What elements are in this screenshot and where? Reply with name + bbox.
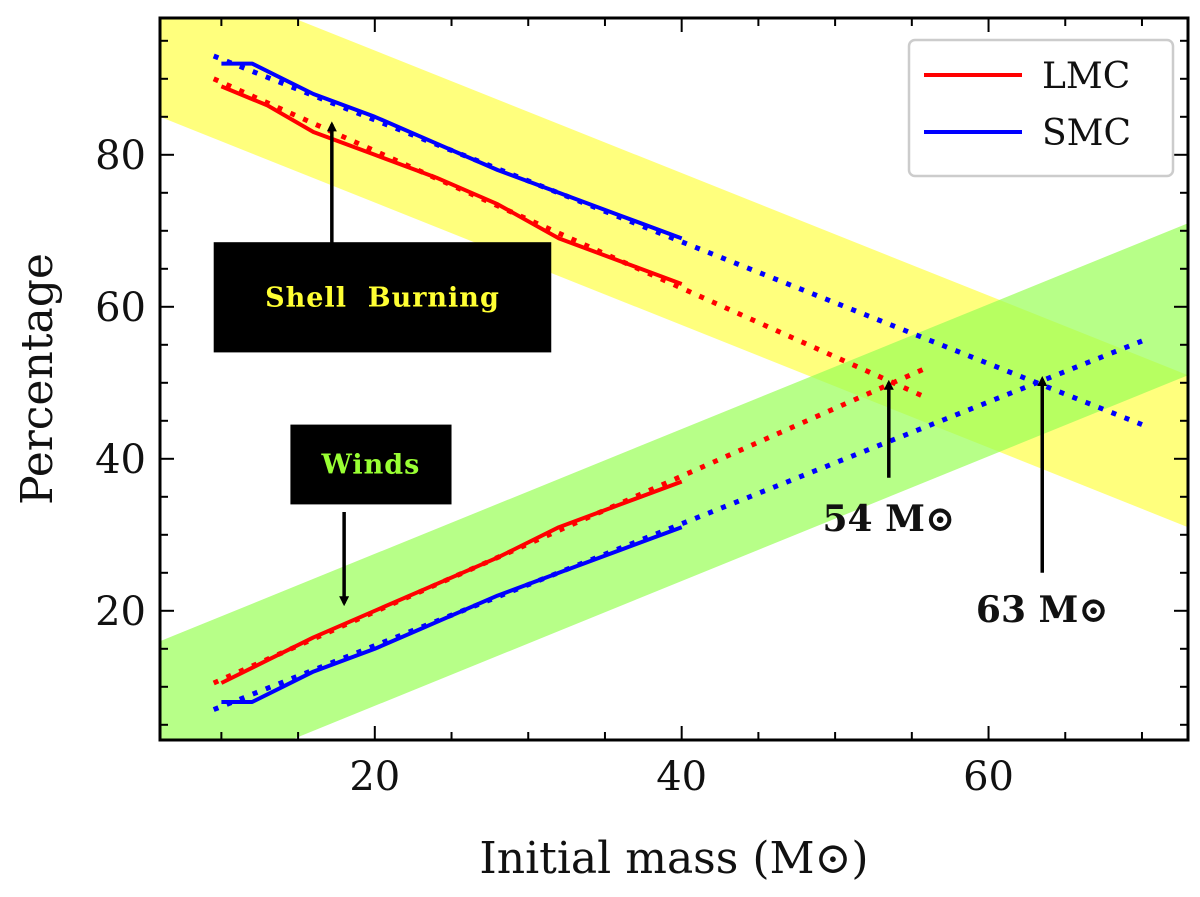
y-tick-label: 80 — [95, 133, 146, 179]
legend: LMC SMC — [907, 38, 1175, 178]
x-tick-label: 20 — [349, 754, 400, 800]
smc-crossing-label: 63 M⊙ — [976, 589, 1109, 631]
shell-burning-label: Shell Burning — [265, 282, 500, 313]
series-line-6 — [221, 525, 683, 704]
legend-label-smc: SMC — [1042, 113, 1131, 154]
legend-frame — [907, 38, 1175, 178]
x-tick-label: 40 — [656, 754, 707, 800]
shell-burning-label-box — [213, 242, 552, 353]
x-axis-title: Initial mass (M⊙) — [479, 833, 868, 884]
winds-band — [160, 223, 1188, 740]
series-line-3 — [212, 365, 929, 686]
y-axis-title: Percentage — [12, 253, 63, 505]
legend-label-lmc: LMC — [1042, 56, 1130, 97]
series-line-4 — [221, 61, 683, 241]
y-tick-label: 40 — [95, 437, 146, 483]
x-tick-label: 60 — [963, 754, 1014, 800]
winds-label-box — [290, 424, 452, 505]
plot-frame — [158, 16, 1190, 742]
winds-label: Winds — [321, 450, 421, 481]
y-tick-label: 60 — [95, 285, 146, 331]
lmc-crossing-label: 54 M⊙ — [822, 498, 955, 540]
y-tick-label: 20 — [95, 589, 146, 635]
